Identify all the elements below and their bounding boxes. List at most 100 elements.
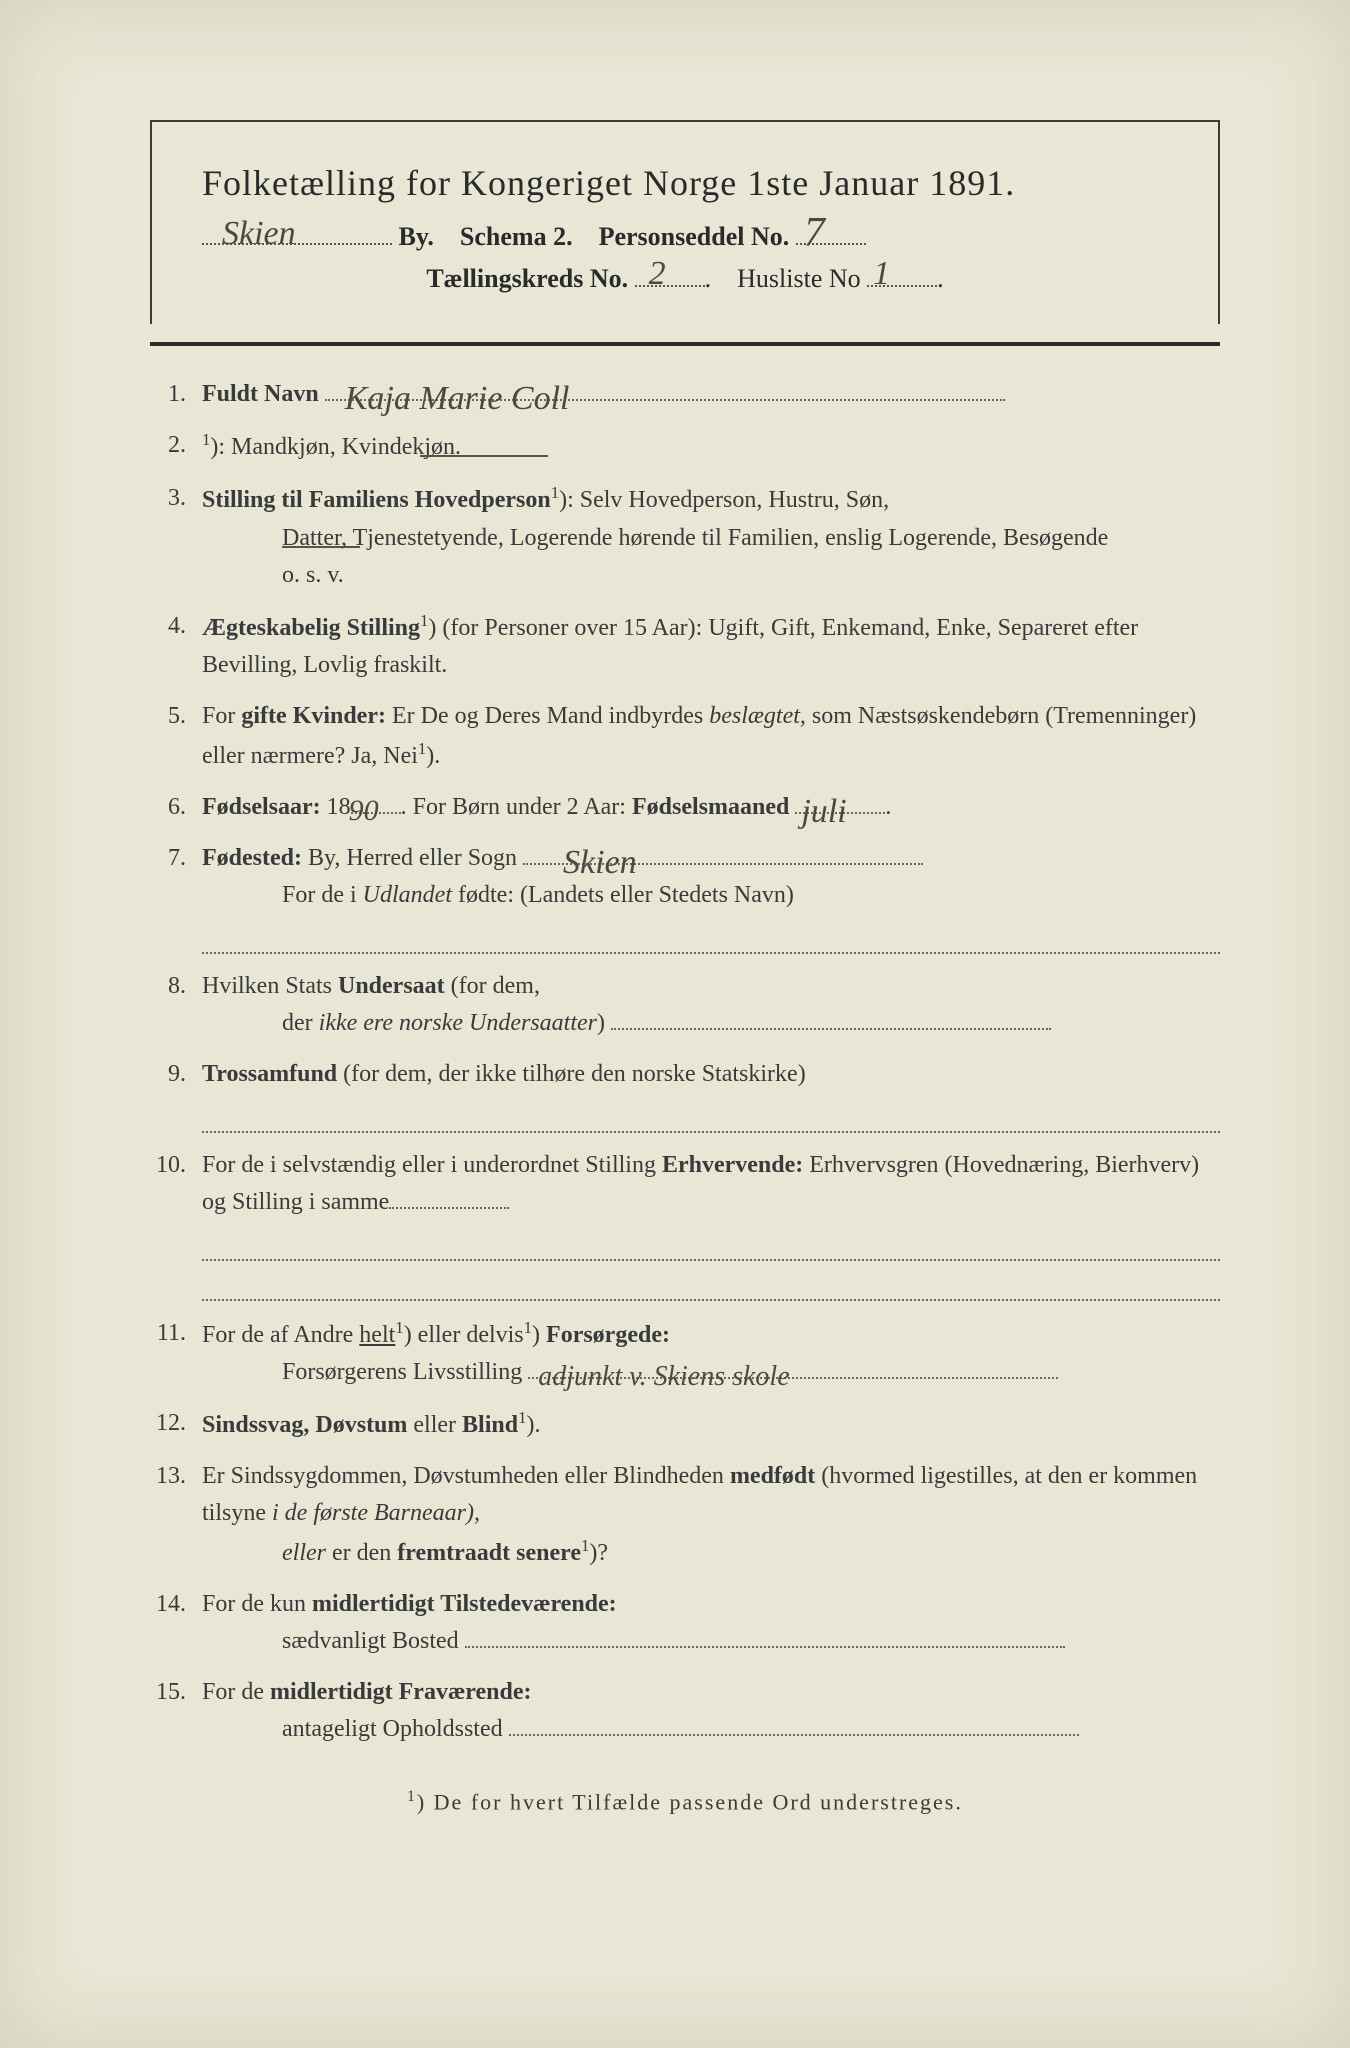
divider bbox=[150, 342, 1220, 346]
item-label: Fødested: bbox=[202, 845, 302, 871]
item-line2-italic: eller bbox=[282, 1540, 326, 1566]
footnote-text: ) De for hvert Tilfælde passende Ord und… bbox=[417, 1790, 963, 1815]
item-9: 9. Trossamfund (for dem, der ikke tilhør… bbox=[150, 1056, 1220, 1133]
blank-line bbox=[202, 920, 1220, 954]
item-label2: Fødselsmaaned bbox=[632, 794, 789, 820]
item-prefix: For de kun bbox=[202, 1591, 312, 1617]
schema-label: Schema 2. bbox=[460, 222, 573, 251]
item-12: 12. Sindssvag, Døvstum eller Blind1). bbox=[150, 1405, 1220, 1444]
handwritten-city: Skien bbox=[222, 215, 296, 253]
item-number: 1. bbox=[150, 376, 202, 413]
item-label: Stilling til Familiens Hovedperson bbox=[202, 487, 551, 513]
item-label: Trossamfund bbox=[202, 1061, 337, 1087]
item-italic: i de første Barneaar), bbox=[272, 1500, 480, 1526]
document-page: Folketælling for Kongeriget Norge 1ste J… bbox=[0, 0, 1350, 2048]
item-text-cont: Datter, Tjenestetyende, Logerende hørend… bbox=[202, 520, 1220, 557]
item-number: 12. bbox=[150, 1405, 202, 1444]
item-text: ) bbox=[532, 1322, 546, 1348]
item-prefix: Er Sindssygdommen, Døvstumheden eller Bl… bbox=[202, 1463, 730, 1489]
item-label: Sindssvag, Døvstum bbox=[202, 1412, 407, 1438]
item-line2: Forsørgerens Livsstilling bbox=[282, 1359, 522, 1385]
item-text2: )? bbox=[589, 1540, 608, 1566]
item-prefix: For de i selvstændig eller i underordnet… bbox=[202, 1152, 662, 1178]
sup: 1 bbox=[395, 1318, 403, 1337]
item-number: 11. bbox=[150, 1315, 202, 1391]
item-5: 5. For gifte Kvinder: Er De og Deres Man… bbox=[150, 698, 1220, 774]
item-prefix: For de bbox=[202, 1679, 270, 1705]
item-text3: ). bbox=[426, 743, 440, 769]
item-text: (for dem, bbox=[445, 973, 540, 999]
third-row: Tællingskreds No. 2 . Husliste No 1 . bbox=[202, 264, 1168, 294]
item-prefix: Hvilken Stats bbox=[202, 973, 338, 999]
by-label: By. bbox=[399, 222, 434, 251]
item-label: Erhvervende: bbox=[662, 1152, 803, 1178]
item-number: 8. bbox=[150, 968, 202, 1042]
blank-line bbox=[202, 1227, 1220, 1261]
item-13: 13. Er Sindssygdommen, Døvstumheden elle… bbox=[150, 1458, 1220, 1572]
item-text: Er De og Deres Mand indbyrdes bbox=[386, 703, 709, 729]
item-number: 7. bbox=[150, 840, 202, 954]
handwritten-birthplace: Skien bbox=[563, 837, 637, 890]
item-6: 6. Fødselsaar: 1890. For Børn under 2 Aa… bbox=[150, 789, 1220, 826]
main-title: Folketælling for Kongeriget Norge 1ste J… bbox=[202, 162, 1168, 204]
item-label: medfødt bbox=[730, 1463, 815, 1489]
item-text: ). bbox=[526, 1412, 540, 1438]
item-label: midlertidigt Fraværende: bbox=[270, 1679, 532, 1705]
item-number: 5. bbox=[150, 698, 202, 774]
handwritten-provider: adjunkt v. Skiens skole bbox=[538, 1355, 789, 1398]
handwritten-personseddel-no: 7 bbox=[804, 209, 825, 257]
item-8: 8. Hvilken Stats Undersaat (for dem, der… bbox=[150, 968, 1220, 1042]
item-number: 6. bbox=[150, 789, 202, 826]
item-line2: sædvanligt Bosted bbox=[282, 1628, 459, 1654]
handwritten-taellingskreds-no: 2 bbox=[649, 255, 666, 293]
item-4: 4. Ægteskabelig Stilling1) (for Personer… bbox=[150, 608, 1220, 684]
item-italic: beslægtet, bbox=[709, 703, 806, 729]
item-number: 4. bbox=[150, 608, 202, 684]
handwritten-husliste-no: 1 bbox=[873, 255, 890, 293]
item-15: 15. For de midlertidigt Fraværende: anta… bbox=[150, 1674, 1220, 1748]
item-text: ): Selv Hovedperson, Hustru, Søn, bbox=[559, 487, 889, 513]
item-number: 14. bbox=[150, 1586, 202, 1660]
item-7: 7. Fødested: By, Herred eller Sogn Skien… bbox=[150, 840, 1220, 954]
blank-line bbox=[202, 1267, 1220, 1301]
item-mid: ) eller delvis bbox=[404, 1322, 524, 1348]
item-line2-italic: ikke ere norske Undersaatter bbox=[319, 1010, 597, 1036]
item-line2b: ) bbox=[597, 1010, 605, 1036]
item-prefix: For bbox=[202, 703, 241, 729]
item-number: 9. bbox=[150, 1056, 202, 1133]
item-line2-italic: Udlandet bbox=[363, 882, 452, 908]
footnote-sup: 1 bbox=[407, 1788, 417, 1805]
underlined-word: helt bbox=[359, 1322, 395, 1348]
footnote: 1) De for hvert Tilfælde passende Ord un… bbox=[150, 1788, 1220, 1815]
handwritten-year: 90 bbox=[349, 788, 379, 835]
hand-underline bbox=[420, 455, 548, 457]
item-label: Fuldt Navn bbox=[202, 381, 319, 407]
item-14: 14. For de kun midlertidigt Tilstedevære… bbox=[150, 1586, 1220, 1660]
sup: 1 bbox=[551, 483, 559, 502]
item-line2: antageligt Opholdssted bbox=[282, 1716, 503, 1742]
item-mid: . For Børn under 2 Aar: bbox=[401, 794, 632, 820]
item-prefix: For de af Andre bbox=[202, 1322, 359, 1348]
item-number: 13. bbox=[150, 1458, 202, 1572]
item-label2: Blind bbox=[462, 1412, 518, 1438]
item-line2: er den bbox=[326, 1540, 397, 1566]
item-label: Forsørgede: bbox=[546, 1322, 670, 1348]
item-2: 2. 1): Mandkjøn, Kvindekjøn. bbox=[150, 427, 1220, 466]
item-label: Ægteskabelig Stilling bbox=[202, 615, 420, 641]
hand-underline bbox=[282, 546, 360, 548]
item-mid: eller bbox=[407, 1412, 462, 1438]
item-label: gifte Kvinder: bbox=[241, 703, 386, 729]
blank-line bbox=[202, 1099, 1220, 1133]
item-number: 3. bbox=[150, 480, 202, 594]
item-label2: fremtraadt senere bbox=[397, 1540, 581, 1566]
item-number: 10. bbox=[150, 1147, 202, 1301]
item-label: midlertidigt Tilstedeværende: bbox=[312, 1591, 617, 1617]
item-label: Undersaat bbox=[338, 973, 445, 999]
item-line2a: der bbox=[282, 1010, 319, 1036]
taellingskreds-label: Tællingskreds No. bbox=[426, 264, 628, 293]
sup: 1 bbox=[524, 1318, 532, 1337]
item-label: Fødselsaar: bbox=[202, 794, 321, 820]
header-box: Folketælling for Kongeriget Norge 1ste J… bbox=[150, 120, 1220, 324]
item-text: By, Herred eller Sogn bbox=[302, 845, 517, 871]
item-3: 3. Stilling til Familiens Hovedperson1):… bbox=[150, 480, 1220, 594]
